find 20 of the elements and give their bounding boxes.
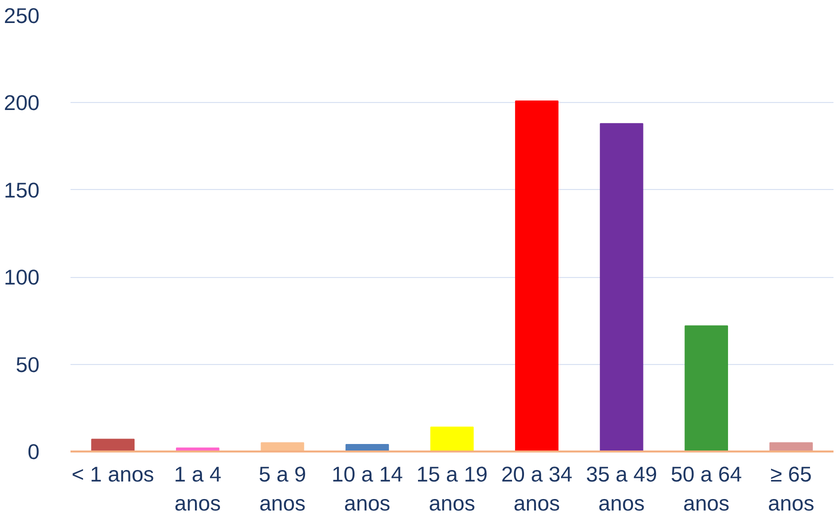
bar [600, 123, 644, 452]
x-tick-label: ≥ 65 anos [768, 462, 814, 516]
y-tick-label: 0 [28, 440, 40, 464]
x-tick-label: 15 a 19 anos [416, 462, 488, 516]
x-tick-label: 5 a 9 anos [258, 462, 306, 516]
y-tick-label: 150 [4, 178, 40, 202]
bar [684, 325, 728, 452]
x-tick-label: < 1 anos [72, 462, 154, 486]
bar [515, 100, 558, 452]
bar [430, 426, 474, 452]
x-tick-label: 35 a 49 anos [586, 462, 658, 516]
y-tick-label: 250 [4, 4, 40, 28]
y-tick-label: 50 [16, 352, 40, 377]
x-tick-label: 1 a 4 anos [174, 462, 222, 516]
x-tick-label: 10 a 14 anos [332, 462, 403, 516]
x-tick-label: 50 a 64 anos [670, 462, 742, 516]
bar [91, 438, 135, 452]
y-tick-label: 200 [4, 91, 40, 116]
y-tick-label: 100 [4, 266, 40, 290]
x-tick-label: 20 a 34 anos [501, 462, 572, 516]
